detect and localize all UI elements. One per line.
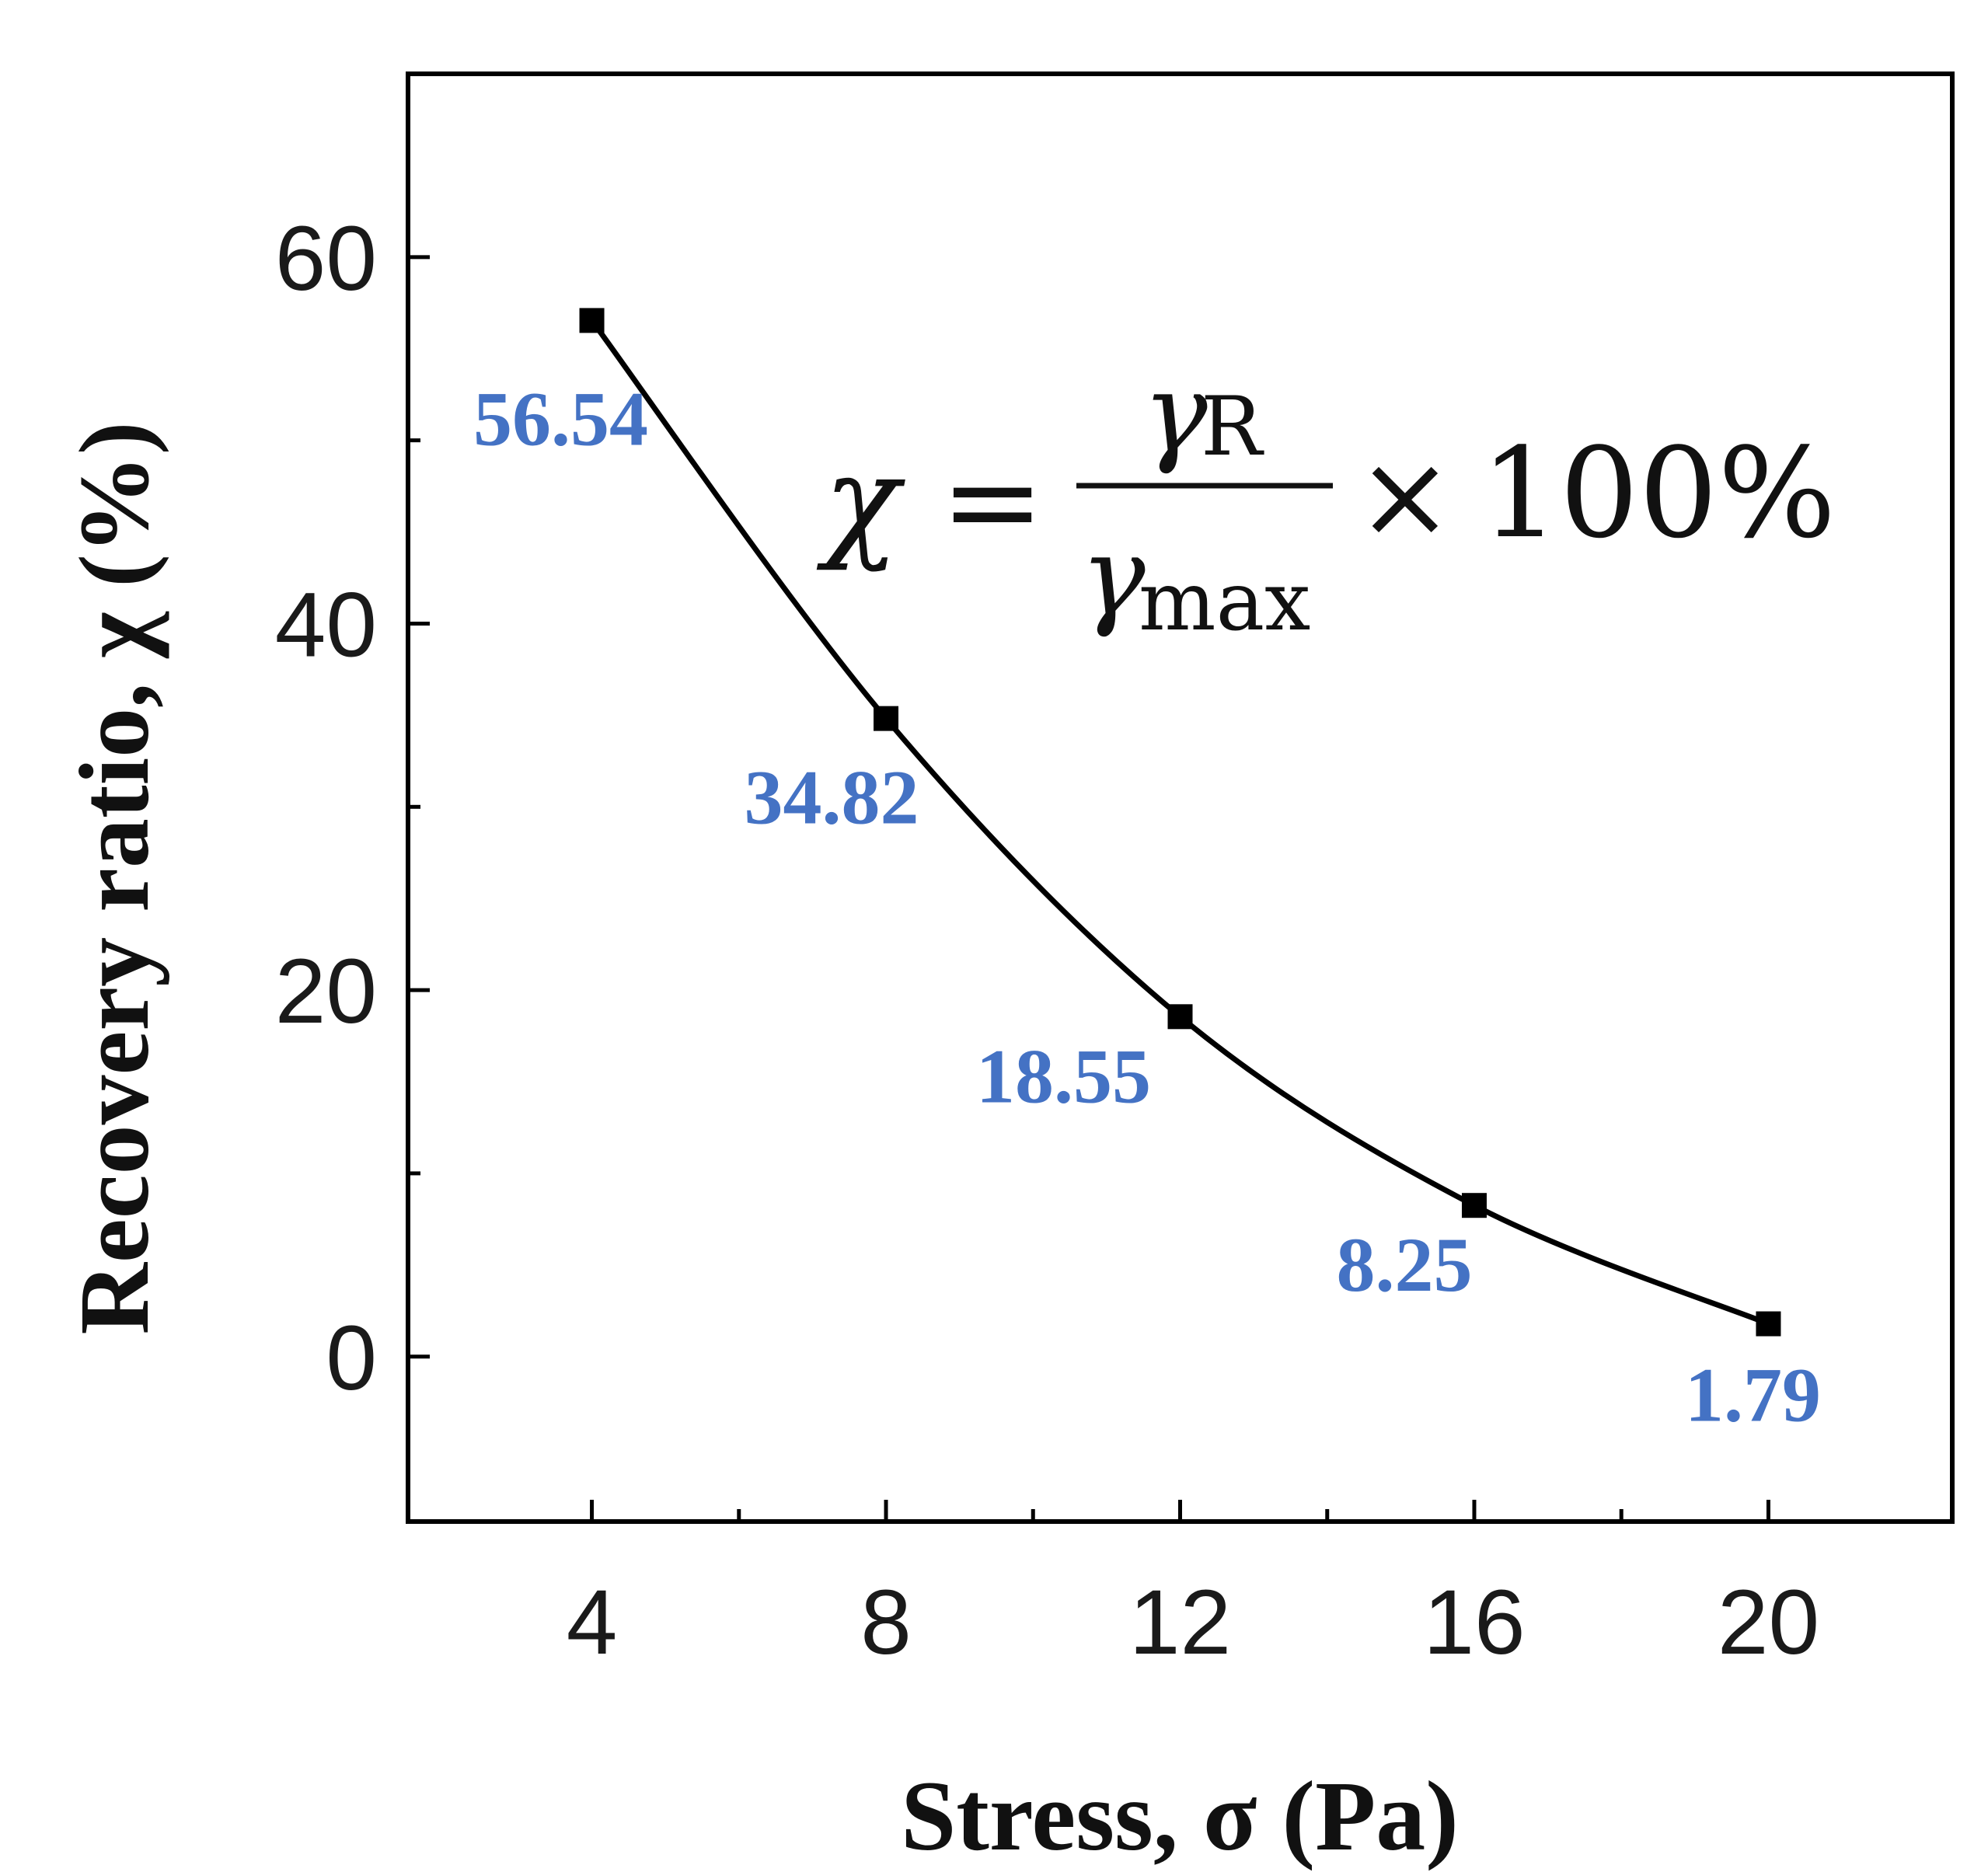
y-tick-label: 20 [275, 940, 377, 1043]
equation-numerator: γ [1142, 350, 1208, 477]
x-tick-label: 4 [567, 1571, 618, 1674]
x-tick-label: 16 [1423, 1571, 1525, 1674]
x-tick-label: 12 [1129, 1571, 1231, 1674]
equation-denominator: γ [1080, 514, 1146, 640]
x-tick-label: 20 [1718, 1571, 1819, 1674]
y-axis-title: Recovery ratio, χ (%) [59, 421, 169, 1334]
data-point-marker [1167, 1004, 1193, 1030]
recovery-ratio-equation: χ = γ R γ max × 100% [816, 350, 1836, 649]
series-line [589, 319, 1770, 1326]
x-axis-title: Stress, σ (Pa) [901, 1761, 1459, 1871]
equation-denominator-sub: max [1139, 554, 1310, 649]
equation-lhs: χ [816, 428, 905, 573]
equation-factor: 100% [1481, 420, 1836, 566]
y-tick-label: 0 [326, 1307, 377, 1410]
equation-equals: = [940, 428, 1045, 573]
data-point-marker [1756, 1311, 1781, 1337]
data-label: 1.79 [1685, 1352, 1821, 1438]
y-tick-label: 60 [275, 207, 377, 310]
x-tick-label: 8 [860, 1571, 912, 1674]
data-label: 18.55 [976, 1033, 1151, 1119]
y-tick-label: 40 [275, 573, 377, 676]
data-point-marker [579, 308, 605, 333]
data-point-marker [874, 706, 899, 731]
data-label: 56.54 [473, 375, 648, 462]
data-label: 34.82 [745, 755, 919, 841]
equation-times: × [1356, 429, 1454, 564]
data-label: 8.25 [1336, 1222, 1472, 1308]
equation-numerator-sub: R [1201, 379, 1264, 474]
data-point-marker [1461, 1193, 1487, 1218]
